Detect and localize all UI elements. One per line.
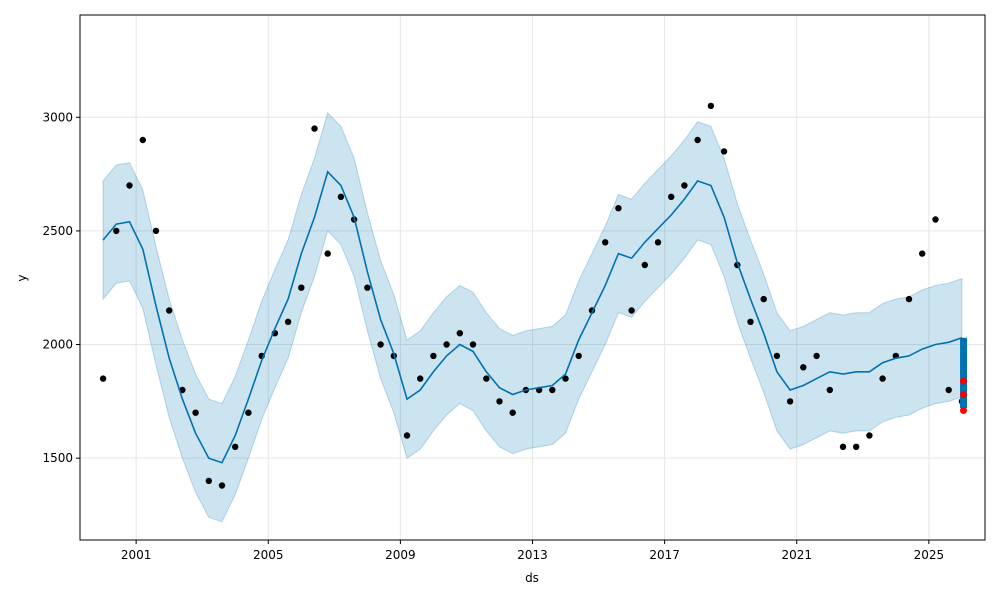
observed-point <box>747 318 754 325</box>
observed-point <box>628 307 635 314</box>
observed-point <box>311 125 318 132</box>
observed-point <box>139 136 146 144</box>
observed-point <box>218 482 226 489</box>
observed-point <box>760 295 767 303</box>
x-tick-label: 2025 <box>914 548 945 562</box>
observed-point <box>707 102 715 110</box>
observed-point <box>126 182 133 189</box>
observed-point <box>800 364 807 371</box>
observed-point <box>668 193 675 200</box>
observed-point <box>456 330 463 337</box>
observed-point <box>839 443 847 450</box>
observed-point <box>602 239 609 246</box>
observed-point <box>232 443 239 450</box>
observed-point <box>509 409 516 416</box>
observed-point <box>284 318 292 325</box>
observed-point <box>245 409 252 416</box>
observed-point <box>813 352 820 360</box>
observed-point <box>932 216 939 223</box>
observed-point <box>773 352 781 360</box>
forecast-line <box>102 170 963 464</box>
y-tick-label: 3000 <box>42 110 73 124</box>
observed-point <box>562 375 569 382</box>
x-tick-label: 2013 <box>517 548 548 562</box>
observed-point <box>866 432 873 439</box>
observed-points <box>99 102 966 489</box>
observed-point <box>166 307 173 314</box>
observed-point <box>681 182 688 189</box>
x-tick-label: 2017 <box>649 548 680 562</box>
highlight-point <box>960 391 967 398</box>
observed-point <box>192 409 199 416</box>
observed-point <box>205 477 212 485</box>
observed-point <box>905 295 913 303</box>
observed-point <box>945 386 952 394</box>
observed-point <box>483 375 490 382</box>
observed-point <box>430 352 437 360</box>
x-tick-label: 2001 <box>121 548 152 562</box>
observed-point <box>377 341 384 348</box>
y-tick-label: 2500 <box>42 224 73 238</box>
observed-point <box>549 386 556 394</box>
observed-point <box>786 398 794 405</box>
observed-point <box>113 227 120 235</box>
observed-point <box>694 136 701 144</box>
observed-point <box>496 398 503 405</box>
x-tick-label: 2021 <box>781 548 812 562</box>
observed-point <box>364 284 371 291</box>
observed-point <box>720 148 728 155</box>
observed-point <box>641 261 648 269</box>
y-axis-ticks: 1500 2000 2500 3000 <box>42 110 80 465</box>
highlight-point <box>960 407 967 414</box>
observed-point <box>298 284 305 291</box>
observed-point <box>443 341 450 348</box>
observed-point <box>337 193 345 200</box>
y-axis-label: y <box>15 274 29 281</box>
observed-point <box>403 432 411 439</box>
gridlines <box>80 15 985 540</box>
y-tick-label: 2000 <box>42 338 73 352</box>
y-tick-label: 1500 <box>42 451 73 465</box>
observed-point <box>919 250 926 257</box>
x-tick-label: 2009 <box>385 548 416 562</box>
highlight-points <box>960 377 967 414</box>
x-axis-label: ds <box>525 571 539 585</box>
observed-point <box>575 352 582 360</box>
observed-point <box>99 375 107 382</box>
observed-point <box>615 205 622 212</box>
observed-point <box>417 375 424 382</box>
x-tick-label: 2005 <box>253 548 284 562</box>
observed-point <box>879 375 886 382</box>
observed-point <box>853 443 860 450</box>
highlight-point <box>960 377 967 385</box>
observed-point <box>826 386 833 394</box>
observed-point <box>654 239 662 246</box>
observed-point <box>469 341 477 348</box>
observed-point <box>152 227 160 235</box>
x-axis-ticks: 2001 2005 2009 2013 2017 2021 2025 <box>121 540 944 562</box>
observed-point <box>324 250 331 257</box>
